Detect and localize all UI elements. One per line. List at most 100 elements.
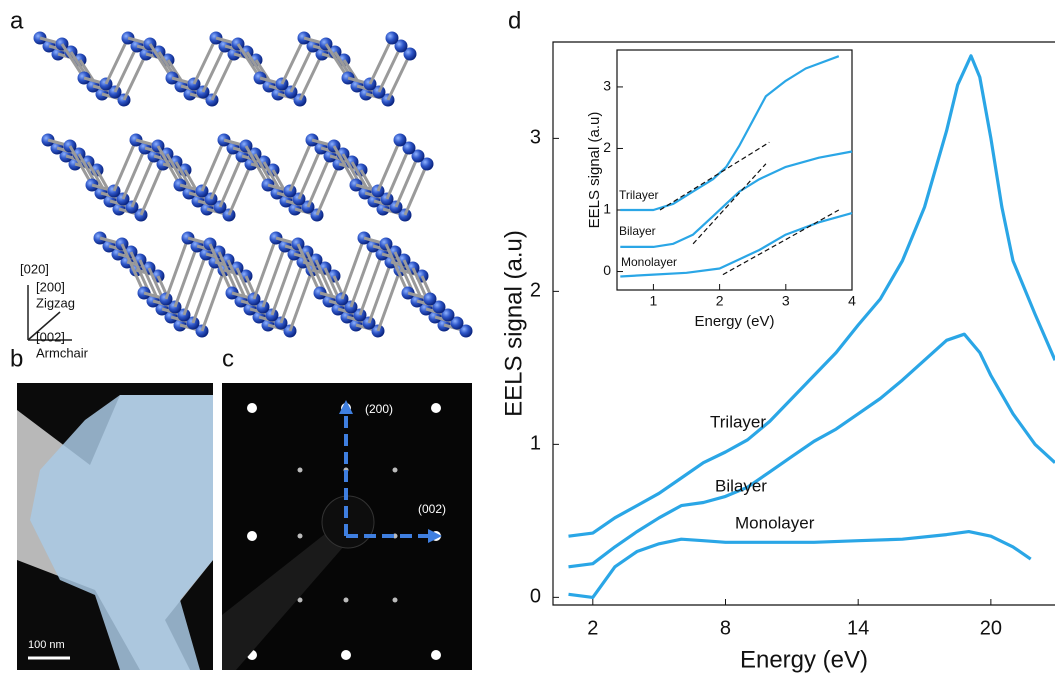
bond [332,145,358,186]
atom [402,141,416,155]
panel-b: b 100 nm [10,345,213,670]
bond [201,45,227,93]
spot [247,531,257,541]
spot [247,403,257,413]
bond [209,147,235,200]
bond [279,261,305,324]
bond [218,155,244,208]
y-tick-label: 1 [530,433,541,455]
bond [297,147,323,200]
y-tick-label: 1 [603,201,611,217]
atom [403,47,417,61]
bond [280,37,306,85]
panel-label: a [10,7,24,34]
bond [113,45,139,93]
panel-a: a [020] [200] Zigzag [002] Armchair [10,7,473,360]
bond [306,155,332,208]
spot [297,467,303,473]
x-tick-label: 4 [848,293,856,309]
bond [68,145,94,186]
data-line [620,55,840,212]
direction-label: [200] [36,279,65,294]
arrowhead [428,529,442,543]
panel-label: d [508,7,521,34]
data-line [620,212,853,278]
bond [173,245,199,308]
atom [459,324,473,338]
bond [148,43,174,79]
bond [384,243,410,294]
x-tick-label: 14 [847,617,869,639]
bond [200,139,226,192]
bond [324,43,350,79]
bond [104,37,130,85]
beam-stop [222,530,345,670]
bond [315,163,341,216]
bond [244,145,270,186]
bond [252,237,278,300]
bond [298,53,324,101]
panel-label: c [222,345,234,372]
bond [368,37,394,85]
bond [340,237,366,300]
bond [376,269,402,332]
fit-line [659,141,770,211]
atom [411,149,425,163]
x-axis-title: Energy (eV) [740,646,868,673]
bond [377,45,403,93]
bond [367,261,393,324]
flake-overlay [30,395,213,670]
bond [156,145,182,186]
x-tick-label: 2 [716,293,724,309]
spot [297,597,303,603]
x-tick-label: 1 [650,293,658,309]
y-tick-label: 2 [530,280,541,302]
bond [210,53,236,101]
spot [392,467,398,473]
beam-stop [321,495,375,549]
bond [349,245,375,308]
axis-arrow [27,311,61,341]
spot-label: (002) [418,502,446,516]
scale-bar-label: 100 nm [28,639,65,651]
bond [386,53,412,101]
inset-chart: 1 2 3 4 0 1 2 3 Energy (eV) EELS signal (a.u) Tril… [586,49,856,330]
direction-label: Armchair [36,345,89,360]
spot-label: (200) [365,402,393,416]
panel-c: c (200) (002) [222,345,472,670]
bond [358,253,384,316]
bond [191,261,217,324]
spot [343,597,349,603]
bond [122,53,148,101]
bond [192,37,218,85]
bond [182,253,208,316]
y-tick-label: 3 [530,127,541,149]
bond [139,163,165,216]
bond [121,147,147,200]
bond [200,269,226,332]
data-line [568,54,1055,538]
bond [112,139,138,192]
bond [296,243,322,294]
bond [261,245,287,308]
atom [450,316,464,330]
series-label: Monolayer [621,255,677,269]
fit-line [692,163,767,245]
bond [208,243,234,294]
spot [341,650,351,660]
data-line [568,332,1055,569]
y-axis-title: EELS signal (a.u) [500,230,527,417]
bond [376,139,402,192]
atom [432,300,446,314]
bond [120,243,146,294]
direction-label: [020] [20,261,49,276]
atom [441,308,455,322]
x-tick-label: 2 [587,617,598,639]
bond [288,269,314,332]
x-tick-label: 20 [980,617,1002,639]
bond [270,253,296,316]
atom [423,292,437,306]
